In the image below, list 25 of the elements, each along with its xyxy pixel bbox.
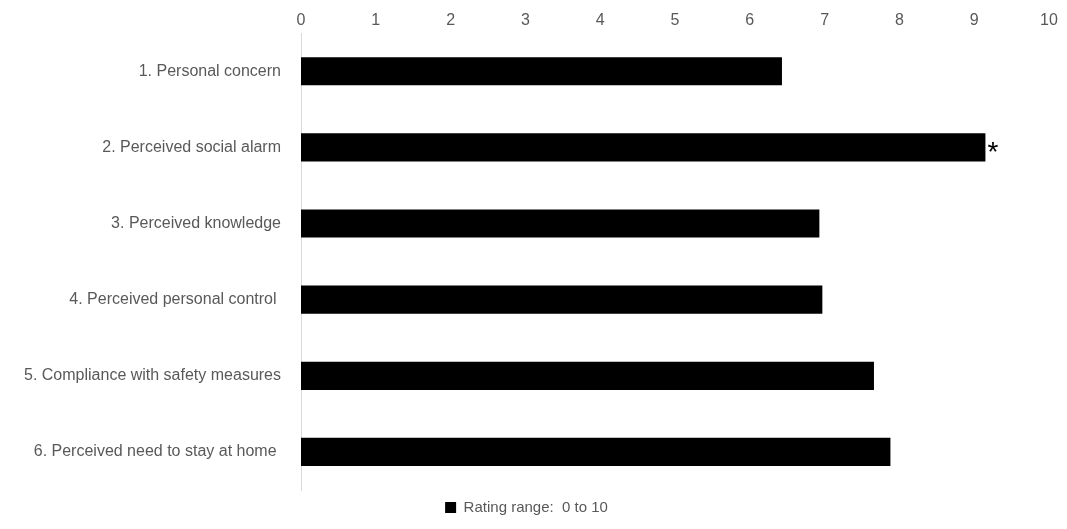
x-tick-label: 3: [520, 11, 530, 29]
x-tick-label: 0: [296, 11, 306, 29]
y-tick-label: 1. Personal concern: [138, 61, 281, 79]
x-tick-label: 2: [446, 11, 456, 29]
bar: [301, 133, 986, 162]
bar: [301, 361, 874, 390]
y-tick-label: 3. Perceived knowledge: [111, 213, 282, 231]
bar: [301, 437, 891, 467]
y-tick-label: 4. Perceived personal control: [69, 290, 281, 308]
y-tick-label: 6. Perceived need to stay at home: [33, 442, 281, 460]
annotation: *: [987, 136, 999, 168]
x-tick-label: 5: [670, 11, 680, 29]
x-tick-label: 6: [745, 11, 755, 29]
x-tick-label: 4: [595, 11, 605, 29]
bar: [301, 57, 782, 86]
y-tick-label: 2. Perceived social alarm: [102, 137, 281, 155]
x-tick-label: 7: [820, 11, 830, 29]
x-tick-label: 9: [969, 11, 979, 29]
bar: [301, 209, 820, 238]
y-tick-label: 5. Compliance with safety measures: [24, 366, 281, 384]
bar: [301, 285, 823, 314]
x-tick-label: 10: [1040, 11, 1058, 29]
x-tick-label: 8: [894, 11, 904, 29]
x-tick-label: 1: [371, 11, 381, 29]
legend-label: Rating range: 0 to 10: [463, 497, 608, 515]
